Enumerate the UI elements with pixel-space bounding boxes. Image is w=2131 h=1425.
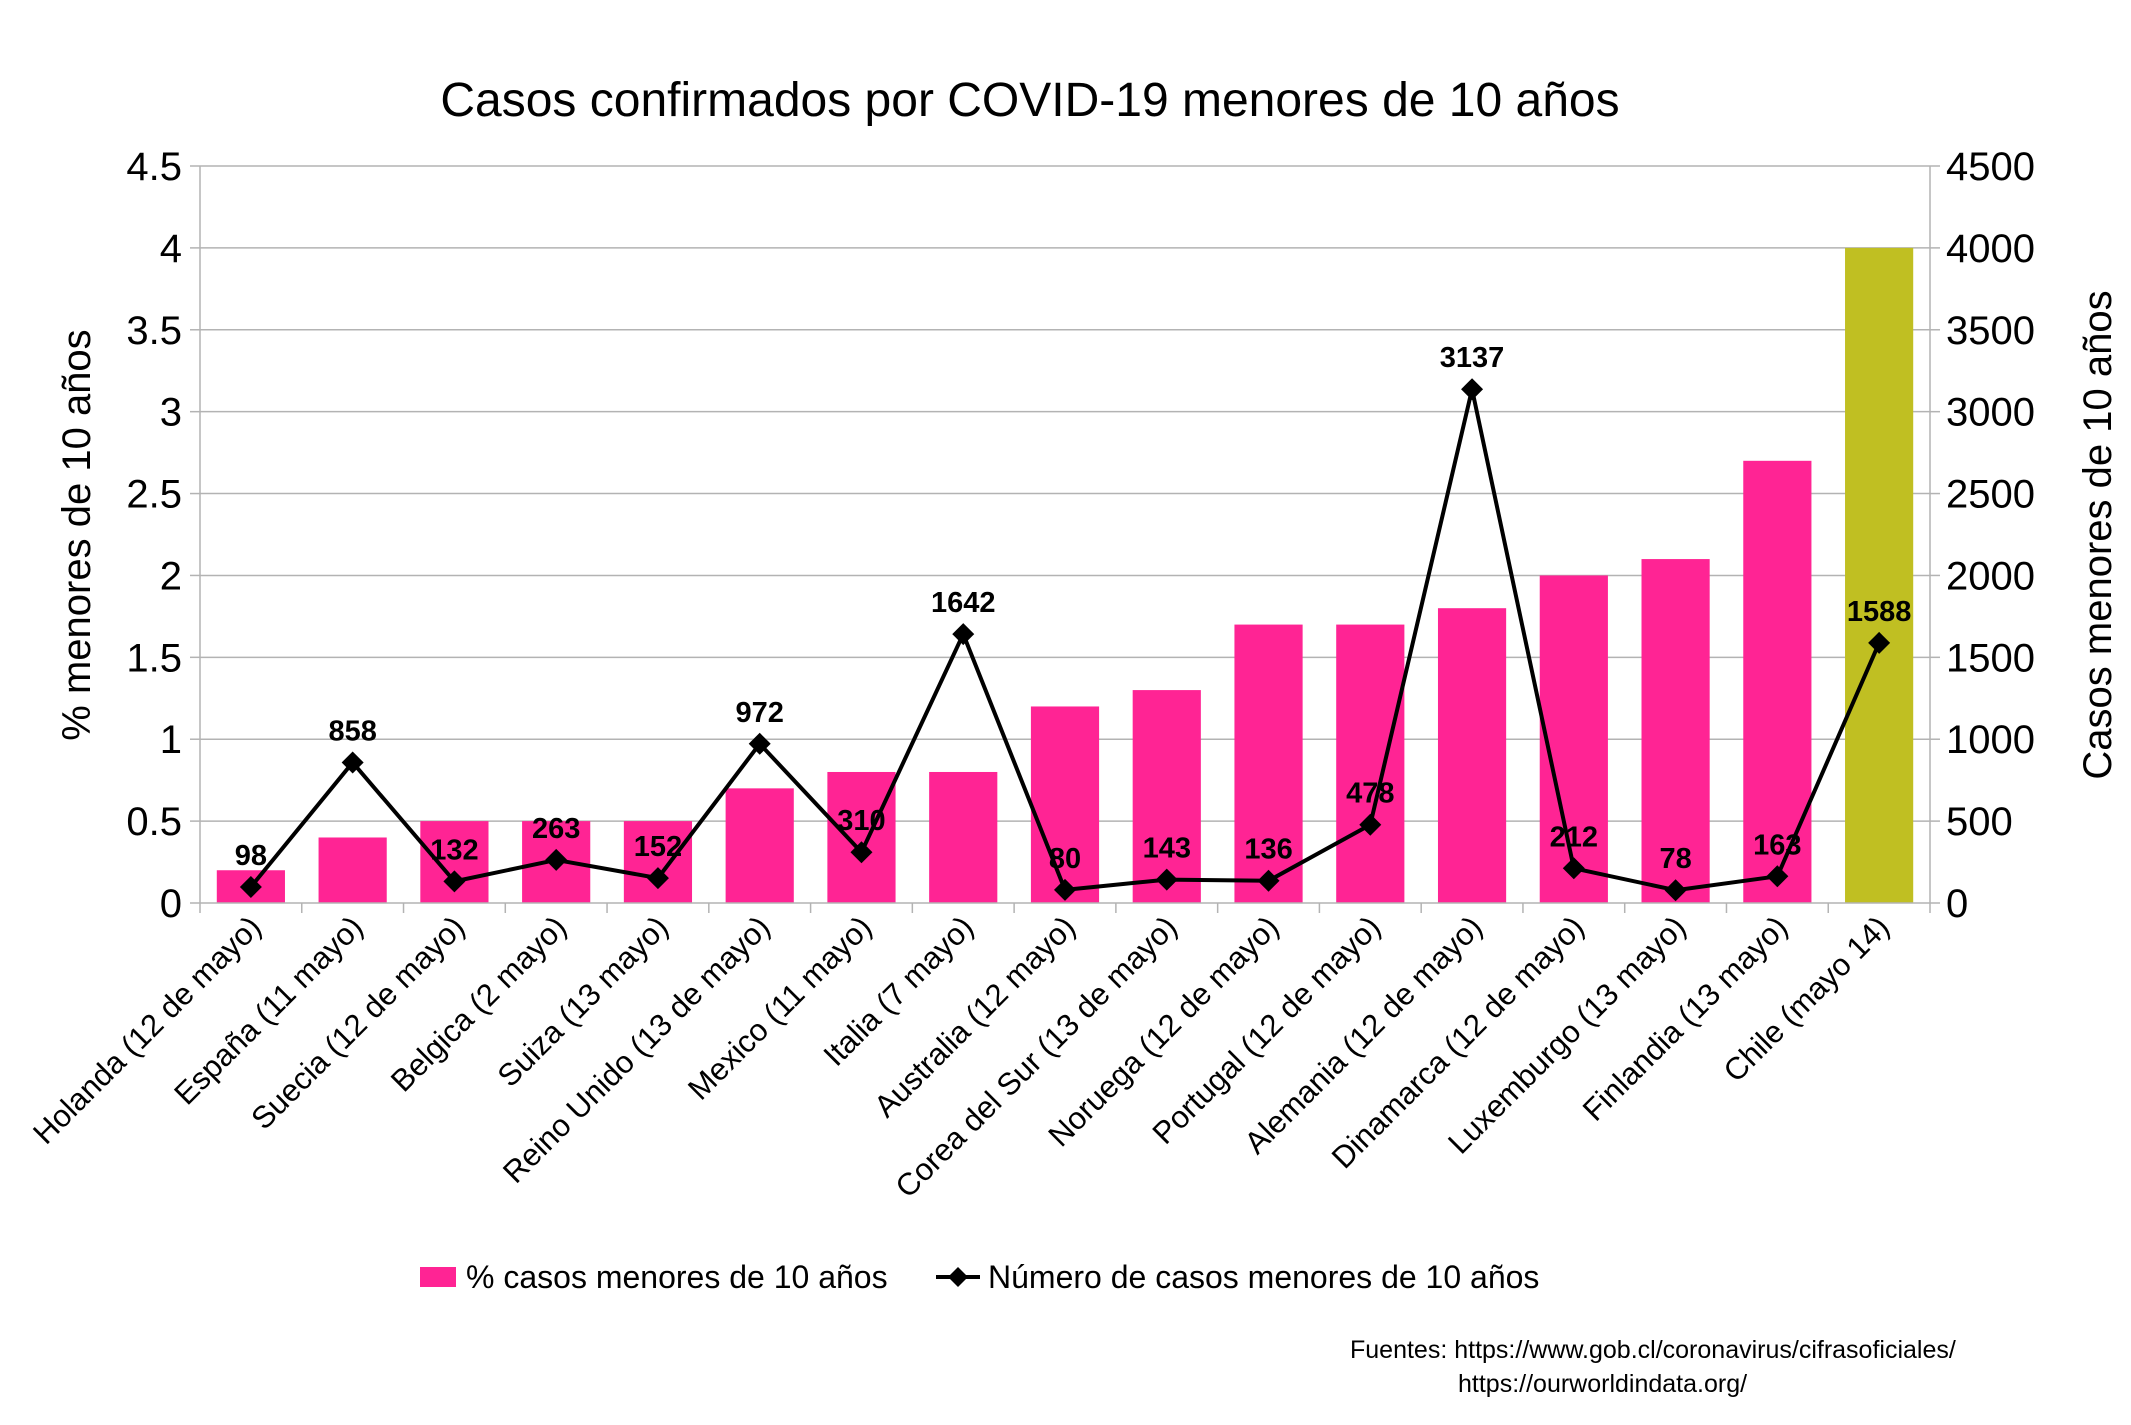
line-marker — [443, 870, 466, 893]
legend-label-bar: % casos menores de 10 años — [466, 1259, 888, 1295]
bar — [1641, 559, 1710, 903]
x-tick-label: Mexico (11 mayo) — [681, 909, 878, 1106]
bar — [1030, 706, 1100, 903]
legend-swatch-marker — [948, 1267, 968, 1287]
y2-tick-label: 3000 — [1946, 391, 2035, 435]
bar — [318, 837, 387, 903]
bar — [1234, 624, 1303, 903]
sources-link-2: https://ourworldindata.org/ — [1458, 1370, 1748, 1398]
line-marker — [1155, 868, 1178, 891]
y2-axis-title: Casos menores de 10 años — [2076, 290, 2120, 779]
line-marker — [1257, 869, 1280, 892]
line-marker — [341, 751, 364, 774]
chart-title: Casos confirmados por COVID-19 menores d… — [440, 74, 1619, 127]
line-marker — [646, 867, 669, 890]
x-tick-label: Suiza (13 mayo) — [491, 909, 675, 1093]
line-marker — [239, 875, 262, 898]
bar-series — [216, 247, 1914, 903]
line-marker — [1562, 857, 1585, 880]
y2-tick-label: 4500 — [1946, 145, 2035, 189]
bar — [1845, 247, 1914, 903]
line-marker — [1054, 878, 1076, 901]
data-label: 1588 — [1847, 596, 1912, 628]
sources-label: Fuentes: — [1350, 1336, 1448, 1364]
y2-tick-label: 1500 — [1946, 636, 2035, 680]
bar — [1437, 608, 1507, 903]
bar — [827, 771, 896, 903]
y-tick-label: 0.5 — [126, 800, 182, 844]
y2-tick-label: 500 — [1946, 800, 2013, 844]
y-tick-label: 4.5 — [126, 145, 182, 189]
y-tick-label: 0 — [160, 882, 182, 926]
y-tick-label: 3.5 — [126, 309, 182, 353]
data-label: 478 — [1346, 778, 1394, 810]
y2-tick-label: 4000 — [1946, 227, 2035, 271]
data-label: 3137 — [1440, 342, 1505, 374]
tick-labels: 0 0.5 1 1.5 2 2.5 3 3.5 4 4.5 0 500 1000 1500 2000 2500… — [26, 145, 2035, 1204]
axes — [190, 165, 1940, 913]
y2-tick-label: 3500 — [1946, 309, 2035, 353]
bar — [1539, 575, 1608, 903]
data-label: 132 — [430, 834, 478, 866]
sources-link-1: https://www.gob.cl/coronavirus/cifrasofi… — [1454, 1336, 1956, 1364]
bar — [725, 788, 794, 903]
y-axis-title: % menores de 10 años — [55, 329, 99, 740]
y-tick-label: 1.5 — [126, 636, 182, 680]
line-marker — [1868, 631, 1891, 654]
sources-note: Fuentes: https://www.gob.cl/coronavirus/… — [1350, 1333, 1956, 1401]
legend-swatch-bar — [420, 1267, 456, 1287]
data-label: 263 — [532, 813, 580, 845]
x-tick-label: Belgica (2 mayo) — [384, 909, 573, 1098]
line-series — [239, 378, 1891, 902]
data-label: 78 — [1659, 843, 1691, 875]
line-marker — [748, 732, 771, 755]
y-tick-label: 1 — [160, 718, 182, 762]
y-tick-label: 2.5 — [126, 473, 182, 517]
data-label: 136 — [1244, 834, 1292, 866]
y2-tick-label: 2000 — [1946, 554, 2035, 598]
data-label: 972 — [736, 697, 784, 729]
line-marker — [1766, 865, 1789, 888]
data-label: 80 — [1049, 843, 1081, 875]
data-label: 1642 — [931, 587, 996, 619]
data-labels: 98 858 132 263 152 972 310 1642 80 143 136 478 3137 2… — [235, 342, 1912, 875]
data-label: 163 — [1753, 829, 1801, 861]
line-marker — [1664, 879, 1687, 902]
bar — [1336, 624, 1405, 903]
data-label: 143 — [1143, 833, 1191, 865]
y2-tick-label: 0 — [1946, 882, 1968, 926]
y2-tick-label: 2500 — [1946, 473, 2035, 517]
line-marker — [1461, 378, 1484, 401]
data-label: 212 — [1550, 821, 1598, 853]
x-tick-label: Australia (12 mayo) — [867, 909, 1082, 1124]
legend: % casos menores de 10 años Número de cas… — [420, 1259, 1539, 1295]
bar — [1743, 460, 1812, 903]
y-tick-label: 4 — [160, 227, 182, 271]
line-marker — [952, 623, 975, 646]
data-label: 98 — [235, 840, 267, 872]
bar — [929, 771, 998, 903]
data-label: 152 — [634, 831, 682, 863]
y-tick-label: 2 — [160, 554, 182, 598]
line-marker — [850, 841, 873, 864]
y2-tick-label: 1000 — [1946, 718, 2035, 762]
data-label: 310 — [837, 805, 885, 837]
bar — [1132, 690, 1201, 903]
line-marker — [545, 848, 568, 871]
legend-label-line: Número de casos menores de 10 años — [988, 1259, 1539, 1295]
data-label: 858 — [328, 715, 376, 747]
bar — [623, 821, 693, 903]
x-tick-label: España (11 mayo) — [167, 909, 369, 1111]
grid-lines — [200, 165, 1930, 822]
line-marker — [1359, 813, 1382, 836]
y-tick-label: 3 — [160, 391, 182, 435]
